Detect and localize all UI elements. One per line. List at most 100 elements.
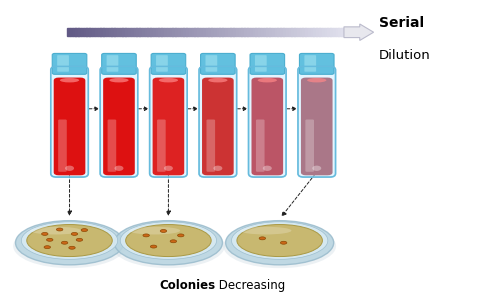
FancyBboxPatch shape xyxy=(152,78,184,175)
FancyBboxPatch shape xyxy=(298,66,336,177)
Bar xyxy=(228,28,231,36)
Ellipse shape xyxy=(13,224,126,268)
Ellipse shape xyxy=(232,222,328,259)
Bar xyxy=(211,28,214,36)
Bar xyxy=(294,28,298,36)
FancyBboxPatch shape xyxy=(108,119,116,172)
FancyBboxPatch shape xyxy=(52,53,87,74)
Bar xyxy=(308,28,311,36)
Bar xyxy=(189,28,192,36)
Bar xyxy=(89,28,92,36)
Ellipse shape xyxy=(126,224,211,256)
Bar xyxy=(84,28,87,36)
Bar xyxy=(128,28,131,36)
FancyArrow shape xyxy=(344,24,374,40)
Bar xyxy=(148,28,150,36)
FancyBboxPatch shape xyxy=(54,78,86,175)
Bar xyxy=(178,28,181,36)
FancyBboxPatch shape xyxy=(200,53,235,74)
Ellipse shape xyxy=(258,78,277,82)
Bar xyxy=(338,28,342,36)
Bar xyxy=(142,28,145,36)
Bar xyxy=(310,28,314,36)
Bar xyxy=(122,28,126,36)
Bar xyxy=(103,28,106,36)
FancyBboxPatch shape xyxy=(300,53,334,74)
Bar xyxy=(283,28,286,36)
Bar xyxy=(274,28,278,36)
Bar xyxy=(194,28,198,36)
FancyBboxPatch shape xyxy=(255,55,266,72)
FancyBboxPatch shape xyxy=(306,119,314,172)
Ellipse shape xyxy=(240,227,292,235)
Bar xyxy=(67,28,70,36)
Ellipse shape xyxy=(160,230,166,232)
Bar xyxy=(200,28,203,36)
Bar xyxy=(98,28,101,36)
Ellipse shape xyxy=(159,78,178,82)
Bar xyxy=(175,28,178,36)
Ellipse shape xyxy=(164,166,173,171)
Bar xyxy=(125,28,128,36)
Bar xyxy=(216,28,220,36)
Ellipse shape xyxy=(214,166,222,171)
Ellipse shape xyxy=(226,221,334,265)
Ellipse shape xyxy=(44,246,51,249)
Bar xyxy=(114,28,117,36)
Ellipse shape xyxy=(143,234,150,237)
Bar xyxy=(130,28,134,36)
Bar xyxy=(92,28,95,36)
Bar xyxy=(305,28,308,36)
Bar xyxy=(336,28,339,36)
Ellipse shape xyxy=(46,238,53,241)
Ellipse shape xyxy=(114,221,222,265)
Bar xyxy=(328,28,330,36)
FancyBboxPatch shape xyxy=(151,53,186,74)
Bar xyxy=(256,28,258,36)
Bar xyxy=(297,28,300,36)
Text: Dilution: Dilution xyxy=(378,49,430,62)
Bar xyxy=(214,28,217,36)
Bar xyxy=(158,28,162,36)
FancyBboxPatch shape xyxy=(206,119,215,172)
Ellipse shape xyxy=(69,246,75,249)
Bar xyxy=(72,28,76,36)
Bar xyxy=(322,28,325,36)
Bar xyxy=(100,28,103,36)
Bar xyxy=(261,28,264,36)
FancyBboxPatch shape xyxy=(256,119,264,172)
Ellipse shape xyxy=(76,238,82,241)
Bar xyxy=(70,28,73,36)
FancyBboxPatch shape xyxy=(100,66,138,177)
Ellipse shape xyxy=(27,224,112,256)
Bar xyxy=(120,28,123,36)
Bar xyxy=(280,28,283,36)
Ellipse shape xyxy=(120,222,216,259)
Bar xyxy=(94,28,98,36)
Bar xyxy=(252,28,256,36)
Ellipse shape xyxy=(60,78,79,82)
Ellipse shape xyxy=(112,224,225,268)
Bar xyxy=(316,28,320,36)
FancyBboxPatch shape xyxy=(157,119,166,172)
Bar xyxy=(192,28,195,36)
Bar xyxy=(236,28,239,36)
Bar xyxy=(302,28,306,36)
Bar xyxy=(197,28,200,36)
Bar xyxy=(117,28,120,36)
Bar xyxy=(170,28,173,36)
Ellipse shape xyxy=(259,237,266,240)
FancyBboxPatch shape xyxy=(202,78,234,175)
Bar xyxy=(258,28,262,36)
Ellipse shape xyxy=(30,227,82,235)
Ellipse shape xyxy=(128,227,180,235)
Ellipse shape xyxy=(280,241,287,244)
Ellipse shape xyxy=(237,224,322,256)
Bar xyxy=(112,28,114,36)
Bar xyxy=(134,28,137,36)
Ellipse shape xyxy=(110,78,128,82)
Text: Decreasing: Decreasing xyxy=(216,279,286,292)
Ellipse shape xyxy=(42,232,48,236)
Bar xyxy=(172,28,176,36)
Bar xyxy=(330,28,334,36)
